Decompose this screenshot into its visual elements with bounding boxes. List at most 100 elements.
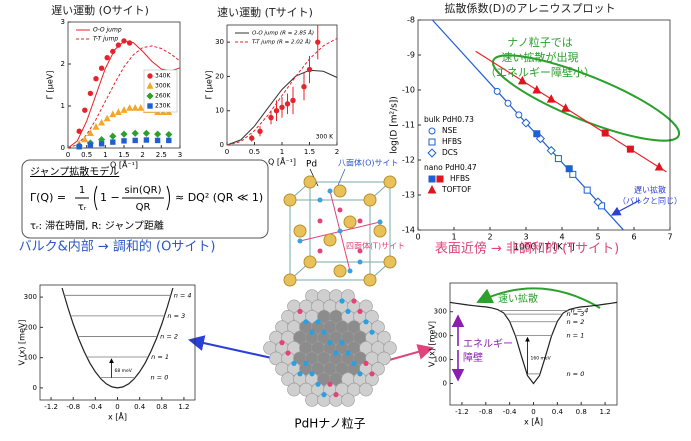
y-tick-label: -11 xyxy=(402,121,415,130)
marker xyxy=(77,129,81,133)
marker xyxy=(250,136,254,140)
marker xyxy=(121,131,127,137)
legend-label: TOFTOF xyxy=(441,185,471,194)
h-site xyxy=(369,330,374,335)
marker xyxy=(110,133,116,139)
x-axis-label: x [Å] xyxy=(108,411,127,422)
pd-label: Pd xyxy=(306,160,317,170)
annotation: （バルクと同じ） xyxy=(618,197,682,206)
marker xyxy=(302,85,306,89)
y-tick-label: -9 xyxy=(407,51,415,60)
marker xyxy=(494,88,500,94)
x-tick-label: 5 xyxy=(595,233,600,242)
marker xyxy=(105,56,109,60)
marker xyxy=(144,130,150,136)
marker xyxy=(316,40,320,44)
pd-atom xyxy=(304,256,316,268)
y-axis-label: V (x) [meV] xyxy=(428,321,437,367)
marker xyxy=(93,124,98,129)
x-tick-label: -0.4 xyxy=(89,403,103,411)
legend-label: T-T jump xyxy=(93,36,118,43)
pd-atom xyxy=(360,383,373,396)
legend-group: nano PdH0.47 xyxy=(424,163,477,172)
pd-atom xyxy=(344,216,356,228)
h-site xyxy=(363,319,368,324)
x-tick-label: 0 xyxy=(66,151,70,159)
marker xyxy=(110,112,115,117)
x-tick-label: 0.4 xyxy=(134,403,146,411)
marker xyxy=(99,142,103,146)
marker xyxy=(534,131,540,137)
marker xyxy=(127,41,131,45)
level-label: n = 1 xyxy=(567,332,585,340)
t-site xyxy=(318,219,323,224)
annotation: エネルギー xyxy=(463,338,513,350)
y-tick-label: 300 xyxy=(434,308,447,316)
marker xyxy=(428,149,436,157)
h-site xyxy=(327,382,332,387)
level-label: n = 3 xyxy=(167,312,185,320)
formula-title: ジャンプ拡散モデル xyxy=(30,165,119,178)
legend-label: O-O jump (R = 2.85 Å) xyxy=(252,30,314,37)
model-line xyxy=(227,38,337,145)
h-site xyxy=(339,298,344,303)
o-site xyxy=(348,269,353,274)
marker xyxy=(88,143,92,147)
legend-group: bulk PdH0.73 xyxy=(424,115,474,124)
annotation: 速い拡散が出現 xyxy=(502,50,579,64)
legend-label: 340K xyxy=(155,73,171,80)
y-tick-label: 1 xyxy=(61,102,65,110)
marker xyxy=(566,166,572,172)
marker xyxy=(82,137,87,142)
formula-rhs: ≈ DQ² (QR ≪ 1) xyxy=(175,191,263,204)
h-site xyxy=(333,350,338,355)
marker xyxy=(584,187,590,193)
o-site xyxy=(338,229,343,234)
x-tick-label: 3 xyxy=(523,233,528,242)
marker xyxy=(429,128,435,134)
pd-atom xyxy=(364,194,376,206)
x-tick-label: 1.2 xyxy=(178,403,189,411)
marker xyxy=(121,107,126,112)
x-tick-label: 4 xyxy=(559,233,564,242)
x-axis-label: x [Å] xyxy=(524,416,543,427)
o-site xyxy=(298,239,303,244)
marker xyxy=(516,112,522,118)
figure: ジャンプ拡散モデル Γ(Q) = 1 τᵣ 1 − sin(QR) QR ≈ D… xyxy=(0,0,691,437)
x-tick-label: -0.4 xyxy=(503,408,517,416)
nanoparticle-label: PdHナノ粒子 xyxy=(294,416,365,431)
marker xyxy=(555,156,561,162)
marker xyxy=(148,104,152,108)
x-tick-label: 0 xyxy=(531,408,535,416)
pd-atom xyxy=(284,274,296,286)
y-tick-label: -14 xyxy=(402,226,415,235)
marker xyxy=(122,139,126,143)
marker xyxy=(285,102,289,106)
annotation: 68 meV xyxy=(115,368,133,374)
arrow xyxy=(478,288,600,308)
annotation: 300 K xyxy=(316,134,334,141)
x-tick-label: 0.8 xyxy=(576,408,587,416)
legend-label: O-O jump xyxy=(93,27,122,34)
pd-atom xyxy=(304,176,316,188)
marker xyxy=(111,49,115,53)
marker xyxy=(437,176,443,182)
x-tick-label: 0 xyxy=(115,403,119,411)
x-tick-label: -1.2 xyxy=(455,408,469,416)
level-label: n = 2 xyxy=(160,332,178,340)
pd-atom xyxy=(324,234,336,246)
legend-label: HFBS xyxy=(442,137,462,146)
marker xyxy=(148,74,152,78)
pd-atom xyxy=(288,383,301,396)
pd-atom xyxy=(306,394,319,407)
y-tick-label: 2 xyxy=(61,60,65,68)
x-tick-label: 1.5 xyxy=(304,148,315,156)
x-tick-label: -0.8 xyxy=(66,403,80,411)
y-tick-label: -13 xyxy=(402,191,415,200)
h-site xyxy=(345,350,350,355)
marker xyxy=(533,86,540,93)
chart-title: 拡散係数(D)のアレニウスプロット xyxy=(444,1,615,15)
marker xyxy=(429,176,435,182)
o-site xyxy=(378,220,383,225)
h-site xyxy=(303,319,308,324)
